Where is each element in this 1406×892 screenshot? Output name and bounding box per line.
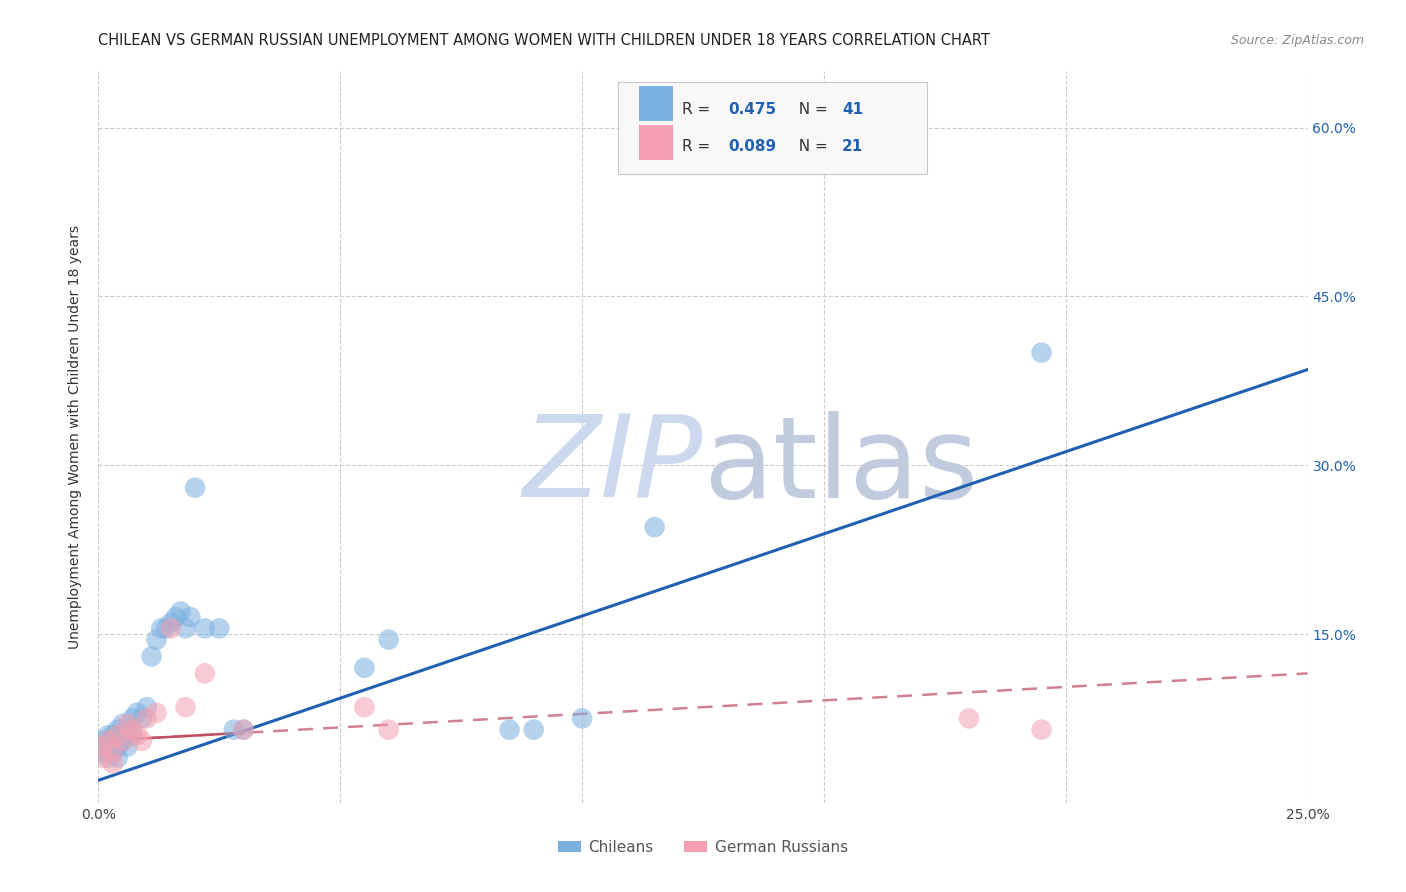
Legend: Chileans, German Russians: Chileans, German Russians — [553, 834, 853, 861]
Bar — [638, 87, 673, 121]
Point — [117, 723, 139, 737]
Point — [184, 481, 207, 495]
Point — [169, 605, 191, 619]
Point — [208, 621, 231, 635]
Text: Source: ZipAtlas.com: Source: ZipAtlas.com — [1230, 34, 1364, 46]
Point — [165, 610, 187, 624]
Point — [179, 610, 201, 624]
Point — [232, 723, 254, 737]
Point — [145, 632, 167, 647]
Point — [101, 728, 124, 742]
Point — [174, 700, 197, 714]
Point — [571, 711, 593, 725]
Point — [127, 706, 149, 720]
Point — [91, 734, 114, 748]
Point — [135, 700, 157, 714]
Point — [1031, 723, 1053, 737]
Point — [121, 711, 143, 725]
Point — [107, 751, 129, 765]
Text: 0.475: 0.475 — [728, 102, 776, 117]
Point — [127, 728, 149, 742]
Point — [150, 621, 173, 635]
Point — [101, 756, 124, 771]
Point — [377, 632, 399, 647]
Point — [91, 745, 114, 759]
Point — [121, 728, 143, 742]
Point — [1031, 345, 1053, 359]
Point — [353, 700, 375, 714]
Point — [121, 723, 143, 737]
Point — [353, 661, 375, 675]
Point — [155, 621, 177, 635]
Point — [377, 723, 399, 737]
Point — [957, 711, 980, 725]
Y-axis label: Unemployment Among Women with Children Under 18 years: Unemployment Among Women with Children U… — [69, 225, 83, 649]
Point — [145, 706, 167, 720]
Point — [107, 739, 129, 754]
Text: 21: 21 — [842, 139, 863, 154]
Point — [174, 621, 197, 635]
Point — [111, 734, 134, 748]
Point — [111, 734, 134, 748]
Point — [135, 711, 157, 725]
FancyBboxPatch shape — [619, 82, 927, 174]
Text: N =: N = — [789, 102, 832, 117]
Text: R =: R = — [682, 102, 716, 117]
Point — [101, 745, 124, 759]
Point — [644, 520, 666, 534]
Point — [194, 621, 217, 635]
Point — [97, 734, 120, 748]
Point — [498, 723, 520, 737]
Text: R =: R = — [682, 139, 716, 154]
Point — [141, 649, 163, 664]
Text: 0.089: 0.089 — [728, 139, 776, 154]
Point — [160, 621, 183, 635]
Point — [101, 745, 124, 759]
Text: ZIP: ZIP — [523, 411, 703, 522]
Point — [222, 723, 245, 737]
Point — [131, 711, 153, 725]
Text: CHILEAN VS GERMAN RUSSIAN UNEMPLOYMENT AMONG WOMEN WITH CHILDREN UNDER 18 YEARS : CHILEAN VS GERMAN RUSSIAN UNEMPLOYMENT A… — [98, 33, 990, 47]
Point — [111, 717, 134, 731]
Text: atlas: atlas — [703, 411, 979, 522]
Point — [91, 751, 114, 765]
Text: N =: N = — [789, 139, 832, 154]
Point — [160, 615, 183, 630]
Point — [107, 728, 129, 742]
Text: 41: 41 — [842, 102, 863, 117]
Point — [523, 723, 546, 737]
Bar — [638, 125, 673, 160]
Point — [117, 717, 139, 731]
Point — [97, 739, 120, 754]
Point — [97, 728, 120, 742]
Point — [232, 723, 254, 737]
Point — [107, 723, 129, 737]
Point — [194, 666, 217, 681]
Point — [131, 734, 153, 748]
Point — [101, 734, 124, 748]
Point — [97, 751, 120, 765]
Point — [91, 739, 114, 754]
Point — [117, 739, 139, 754]
